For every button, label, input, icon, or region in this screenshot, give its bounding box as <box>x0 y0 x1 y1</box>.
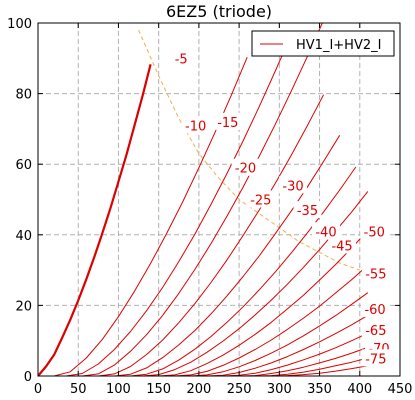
curves <box>38 23 369 376</box>
plate-curve-minus-65v <box>239 346 368 376</box>
plate-curve-minus-10v <box>66 34 292 376</box>
curve-label-background <box>361 264 390 282</box>
plot-frame <box>37 22 401 377</box>
plate-curve-minus-55v <box>206 314 369 376</box>
plate-curve-minus-45v <box>174 264 369 376</box>
curve-label-background <box>246 190 275 208</box>
x-tick-label: 250 <box>227 382 252 397</box>
curve-label-background <box>181 116 210 134</box>
curve-label-background <box>171 49 192 67</box>
curve-label-background <box>213 112 242 130</box>
curve-label: -15 <box>217 116 238 131</box>
plate-curve-minus-5v <box>53 57 248 376</box>
plate-curve-minus-70v <box>255 357 368 376</box>
curve-label: -5 <box>175 52 188 67</box>
curve-label-background <box>231 158 260 176</box>
curve-label-background <box>279 176 308 194</box>
legend: HV1_I+HV2_I <box>251 30 395 57</box>
y-tick-label: 80 <box>15 88 32 103</box>
plate-curve-minus-25v <box>114 135 341 376</box>
curve-label: -25 <box>250 194 271 209</box>
plate-curve-minus-20v <box>98 94 325 376</box>
curve-label: -30 <box>282 179 303 194</box>
plate-curve-0v <box>38 64 152 376</box>
y-tick-label: 100 <box>7 17 32 32</box>
y-tick-label: 20 <box>15 299 32 314</box>
curve-label: -10 <box>185 119 206 134</box>
curve-label-background <box>293 201 322 219</box>
x-tick-label: 50 <box>70 382 87 397</box>
curve-label-background <box>360 222 389 240</box>
ticks: 0 50 100 150 200 250 300 350 400 450 0 20 40 60 80 100 <box>7 17 412 397</box>
x-tick-label: 400 <box>347 382 372 397</box>
curve-label-background <box>328 236 357 254</box>
curve-label-background <box>311 222 340 240</box>
curve-label: -50 <box>364 225 385 240</box>
x-tick-label: 450 <box>388 382 413 397</box>
plate-curve-minus-40v <box>158 230 369 376</box>
x-tick-label: 150 <box>146 382 171 397</box>
legend-text: HV1_I+HV2_I <box>296 38 381 53</box>
plate-curve-minus-50v <box>190 292 369 376</box>
y-tick-label: 60 <box>15 158 32 173</box>
x-tick-label: 100 <box>106 382 131 397</box>
y-tick-label: 40 <box>15 229 32 244</box>
plate-curve-minus-15v <box>82 23 323 376</box>
curve-label: -55 <box>365 268 386 283</box>
curve-label: -35 <box>297 204 318 219</box>
curve-label-background <box>361 321 390 339</box>
chart-title: 6EZ5 (triode) <box>166 2 272 21</box>
x-tick-label: 300 <box>267 382 292 397</box>
y-tick-label: 0 <box>24 370 32 385</box>
curve-label: -75 <box>365 352 386 367</box>
curve-label-background <box>361 349 390 367</box>
curve-label-background <box>361 299 390 317</box>
plot-background <box>38 23 400 376</box>
curve-label: -65 <box>365 324 386 339</box>
x-tick-label: 0 <box>34 382 42 397</box>
curve-label: -20 <box>235 162 256 177</box>
curve-labels: -5-10 -15-20-25-30-35-40-45-50-55-60-65-7… <box>171 49 394 367</box>
curve-label: -60 <box>364 303 385 318</box>
x-tick-label: 200 <box>186 382 211 397</box>
curve-label: -45 <box>331 239 352 254</box>
x-tick-label: 350 <box>307 382 332 397</box>
plate-curve-minus-30v <box>130 166 357 376</box>
plate-curve-minus-60v <box>222 332 369 376</box>
